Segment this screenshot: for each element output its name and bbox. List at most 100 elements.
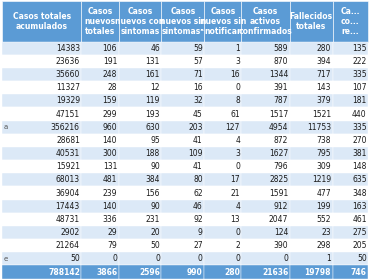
Bar [161,121,204,134]
Bar [81,68,119,81]
Bar [242,226,290,239]
Bar [81,186,119,200]
Text: Casos totales
acumulados: Casos totales acumulados [13,12,71,31]
Text: 787: 787 [274,96,288,105]
Text: 163: 163 [352,202,367,211]
Text: 23: 23 [322,228,331,237]
Text: 106: 106 [102,44,117,53]
Text: 11327: 11327 [56,83,80,92]
Text: 0: 0 [235,162,240,171]
Text: e: e [4,256,8,262]
Text: 2047: 2047 [269,215,288,224]
Bar [204,186,242,200]
Bar [81,160,119,173]
Text: 50: 50 [150,241,160,250]
Bar [204,213,242,226]
Text: 140: 140 [102,136,117,145]
Text: 394: 394 [316,57,331,66]
Bar [333,173,368,186]
Text: 0: 0 [155,254,160,263]
Text: 12: 12 [151,83,160,92]
Text: 1: 1 [235,44,240,53]
Bar [290,186,333,200]
Text: 205: 205 [352,241,367,250]
Bar [2,200,81,213]
Bar [161,55,204,68]
Text: 552: 552 [316,215,331,224]
Bar [119,42,161,55]
Text: 8: 8 [235,96,240,105]
Bar [2,173,81,186]
Text: 2: 2 [235,241,240,250]
Bar [119,200,161,213]
Bar [242,252,290,265]
Text: 231: 231 [145,215,160,224]
Bar [290,134,333,147]
Text: 90: 90 [150,202,160,211]
Bar [290,239,333,252]
Bar [242,160,290,173]
Bar [290,213,333,226]
Bar [333,55,368,68]
Text: 348: 348 [352,188,367,197]
Bar [81,226,119,239]
Text: 50: 50 [357,254,367,263]
Text: 71: 71 [193,70,203,79]
Bar [119,173,161,186]
Text: 356216: 356216 [51,123,80,132]
Bar [161,147,204,160]
Bar [204,265,242,279]
Text: 1219: 1219 [312,175,331,184]
Bar [161,226,204,239]
Text: 481: 481 [103,175,117,184]
Bar [333,239,368,252]
Bar [204,81,242,94]
Text: 79: 79 [107,241,117,250]
Text: 21264: 21264 [56,241,80,250]
Text: 41: 41 [193,162,203,171]
Text: 280: 280 [317,44,331,53]
Text: 391: 391 [274,83,288,92]
Text: 239: 239 [102,188,117,197]
Text: 280: 280 [224,267,240,277]
Text: 16: 16 [193,83,203,92]
Text: 140: 140 [102,202,117,211]
Bar [119,134,161,147]
Text: 248: 248 [103,70,117,79]
Text: 788142: 788142 [48,267,80,277]
Bar [2,42,81,55]
Bar [81,252,119,265]
Bar [204,42,242,55]
Bar [2,121,81,134]
Bar [242,200,290,213]
Bar [242,55,290,68]
Text: 48731: 48731 [56,215,80,224]
Bar [333,108,368,121]
Text: 1591: 1591 [269,188,288,197]
Text: 68013: 68013 [56,175,80,184]
Text: 795: 795 [316,149,331,158]
Bar [2,160,81,173]
Text: 57: 57 [193,57,203,66]
Text: 2825: 2825 [269,175,288,184]
Text: 188: 188 [146,149,160,158]
Text: 28: 28 [108,83,117,92]
Bar [81,200,119,213]
Text: 19798: 19798 [305,267,331,277]
Text: 796: 796 [274,162,288,171]
Bar [161,213,204,226]
Text: 36904: 36904 [56,188,80,197]
Bar [290,108,333,121]
Bar [119,108,161,121]
Text: 589: 589 [274,44,288,53]
Bar [119,55,161,68]
Text: 0: 0 [235,228,240,237]
Text: 300: 300 [102,149,117,158]
Bar [204,252,242,265]
Bar [204,68,242,81]
Text: 0: 0 [112,254,117,263]
Text: 159: 159 [102,96,117,105]
Text: 270: 270 [352,136,367,145]
Text: 17: 17 [231,175,240,184]
Bar [242,173,290,186]
